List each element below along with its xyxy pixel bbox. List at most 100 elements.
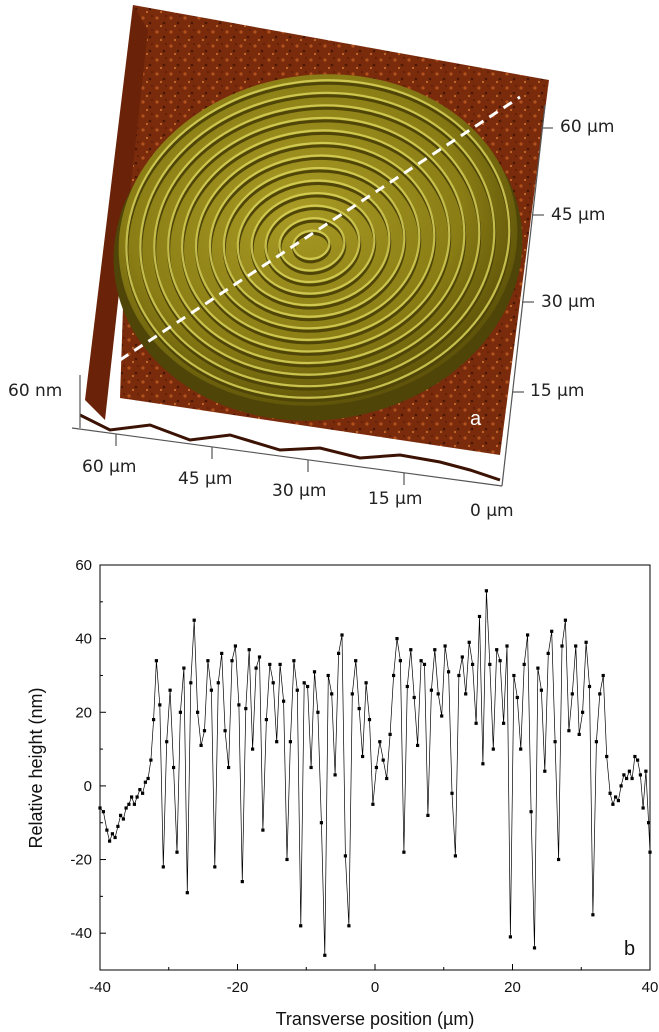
- data-point: [233, 644, 237, 648]
- data-point: [477, 614, 482, 619]
- data-point: [168, 688, 172, 692]
- series-line: [99, 590, 651, 956]
- data-point: [268, 662, 272, 666]
- data-point: [385, 776, 389, 781]
- y-tick-label: 0: [84, 778, 92, 795]
- panel-label-b: b: [624, 938, 635, 960]
- data-point: [636, 758, 640, 762]
- data-point: [644, 769, 648, 773]
- data-point: [546, 651, 550, 655]
- data-point: [330, 692, 334, 696]
- data-point: [429, 688, 433, 692]
- data-point: [213, 865, 217, 869]
- y-tick-15: 15 µm: [530, 381, 584, 401]
- data-point: [337, 651, 341, 655]
- data-point: [630, 776, 634, 781]
- data-point: [488, 662, 492, 666]
- data-point: [557, 857, 561, 862]
- data-point: [130, 795, 134, 799]
- data-point: [529, 810, 533, 814]
- ridge-highlight: [236, 179, 391, 307]
- height-profile-chart: -40 -20 0 20 40 -40 -20 0 20 40 60 Transverse pos…: [26, 557, 658, 1029]
- data-point: [189, 681, 193, 685]
- data-point: [127, 802, 131, 806]
- data-point: [587, 684, 592, 689]
- ridge-highlight: [278, 217, 346, 272]
- data-point: [316, 710, 320, 714]
- y-axis-ticks: [512, 127, 553, 393]
- x-axis-line: [71, 427, 503, 487]
- data-point: [641, 806, 645, 810]
- data-point: [282, 699, 286, 703]
- data-point: [146, 776, 150, 781]
- data-point: [605, 754, 609, 759]
- afm-3d-topography: 60 nm 60 µm 45 µm 30 µm 15 µm 0 µm 60 µm…: [8, 5, 614, 521]
- data-point: [223, 729, 227, 733]
- data-point: [450, 791, 454, 795]
- data-point: [227, 765, 231, 770]
- data-point: [467, 640, 471, 644]
- data-point: [616, 799, 620, 803]
- data-point: [326, 673, 330, 678]
- data-point: [460, 655, 464, 659]
- data-point: [251, 747, 255, 751]
- data-point: [419, 659, 423, 663]
- ridge-highlight: [250, 191, 376, 295]
- data-point: [443, 644, 447, 648]
- z-axis-label: 60 nm: [8, 381, 62, 401]
- data-point: [257, 655, 262, 659]
- data-point: [158, 703, 162, 707]
- data-point: [271, 681, 275, 685]
- series-points: [98, 589, 652, 957]
- data-point: [577, 732, 581, 736]
- data-point: [614, 795, 618, 799]
- data-point: [152, 718, 156, 722]
- ridge-highlight: [264, 204, 361, 284]
- data-point: [124, 806, 128, 810]
- ridge-highlight: [181, 129, 451, 353]
- ridge-highlight: [208, 154, 421, 330]
- data-point: [340, 633, 344, 637]
- data-point: [381, 758, 385, 762]
- ridge-highlight: [194, 141, 436, 341]
- data-point: [135, 795, 139, 799]
- data-point: [648, 850, 652, 854]
- y-axis-ticks: -40 -20 0 20 40 60: [70, 557, 106, 971]
- data-point: [108, 839, 112, 843]
- data-point: [278, 662, 282, 666]
- data-point: [426, 813, 430, 817]
- data-point: [220, 651, 224, 655]
- data-point: [292, 659, 296, 663]
- ridge-highlight: [125, 79, 511, 399]
- y-tick-label: 20: [75, 704, 92, 721]
- data-point: [185, 891, 189, 895]
- data-point: [515, 695, 519, 700]
- data-point: [633, 754, 637, 759]
- y-tick-30: 30 µm: [541, 292, 595, 312]
- data-point: [244, 707, 248, 711]
- data-point: [474, 721, 478, 725]
- data-point: [371, 802, 375, 806]
- data-point: [312, 670, 317, 674]
- data-point: [471, 662, 475, 666]
- data-point: [143, 780, 147, 784]
- data-point: [536, 666, 540, 670]
- data-point: [230, 659, 234, 663]
- data-point: [491, 747, 495, 751]
- data-point: [295, 688, 299, 692]
- data-point: [350, 692, 354, 696]
- data-point: [264, 718, 268, 722]
- data-point: [302, 681, 306, 685]
- concentric-ridges: [125, 79, 512, 403]
- data-point: [378, 740, 382, 744]
- x-tick-label: 0: [371, 979, 379, 996]
- data-point: [484, 589, 488, 593]
- data-point: [560, 644, 564, 648]
- data-point: [285, 857, 289, 862]
- data-point: [367, 718, 372, 722]
- data-point: [110, 832, 114, 836]
- data-point: [627, 769, 631, 773]
- data-point: [647, 821, 651, 825]
- data-point: [182, 666, 186, 670]
- data-point: [165, 740, 169, 744]
